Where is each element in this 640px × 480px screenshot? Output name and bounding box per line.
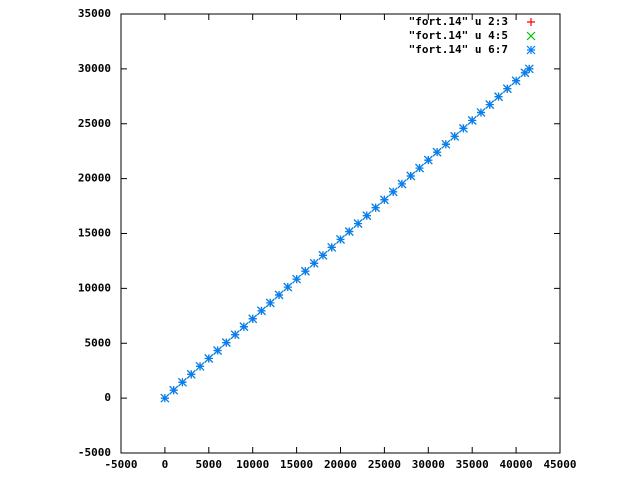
x-tick-label: 5000 xyxy=(196,458,223,471)
point xyxy=(371,203,381,213)
point xyxy=(485,100,495,110)
point xyxy=(406,171,416,181)
point xyxy=(520,68,530,78)
x-tick-label: 30000 xyxy=(412,458,445,471)
point xyxy=(239,322,249,332)
legend-label: "fort.14" u 6:7 xyxy=(409,43,508,56)
x-tick-label: 45000 xyxy=(543,458,576,471)
point xyxy=(292,274,302,284)
point xyxy=(450,131,460,141)
legend-label: "fort.14" u 4:5 xyxy=(409,29,508,42)
point xyxy=(362,211,372,221)
legend-marker xyxy=(526,31,536,41)
point xyxy=(221,338,231,348)
legend-label: "fort.14" u 2:3 xyxy=(409,15,508,28)
point xyxy=(388,187,398,197)
point xyxy=(230,330,240,340)
point xyxy=(441,139,451,149)
plot-border xyxy=(120,13,561,454)
y-tick-label: 20000 xyxy=(78,172,111,185)
legend-marker xyxy=(526,45,536,55)
point xyxy=(494,92,503,102)
point xyxy=(160,393,170,403)
y-tick-label: 35000 xyxy=(78,7,111,20)
x-tick-label: 15000 xyxy=(280,458,313,471)
x-tick-label: 40000 xyxy=(500,458,533,471)
x-tick-label: 35000 xyxy=(456,458,489,471)
point xyxy=(318,250,328,260)
y-tick-label: 30000 xyxy=(78,62,111,75)
x-tick-label: 20000 xyxy=(324,458,357,471)
point xyxy=(327,242,337,252)
point xyxy=(309,258,319,268)
point xyxy=(300,266,310,276)
point xyxy=(458,123,468,133)
point xyxy=(195,361,205,371)
point xyxy=(423,155,433,165)
point xyxy=(353,219,363,229)
point xyxy=(502,84,512,94)
point xyxy=(511,76,521,86)
y-tick-label: 10000 xyxy=(78,281,111,294)
point xyxy=(432,147,442,157)
y-tick-label: 0 xyxy=(104,391,111,404)
point xyxy=(257,306,266,316)
y-tick-label: -5000 xyxy=(78,446,111,459)
y-tick-label: 25000 xyxy=(78,117,111,130)
point xyxy=(344,227,354,236)
point xyxy=(213,346,223,355)
point xyxy=(265,298,275,308)
point xyxy=(379,195,389,205)
y-tick-label: 15000 xyxy=(78,227,111,240)
y-tick-label: 5000 xyxy=(85,336,112,349)
legend-marker xyxy=(527,18,535,26)
point xyxy=(397,179,407,189)
point xyxy=(274,290,284,300)
point xyxy=(476,108,486,117)
point xyxy=(204,354,214,363)
x-tick-label: 10000 xyxy=(236,458,269,471)
point xyxy=(186,369,196,379)
x-tick-label: 25000 xyxy=(368,458,401,471)
point xyxy=(467,116,477,125)
point xyxy=(524,64,534,74)
x-tick-label: -5000 xyxy=(104,458,137,471)
x-tick-label: 0 xyxy=(162,458,169,471)
point xyxy=(283,282,293,292)
point xyxy=(169,385,179,395)
point xyxy=(248,314,258,324)
point xyxy=(415,163,424,173)
point xyxy=(336,235,345,244)
point xyxy=(178,377,187,387)
